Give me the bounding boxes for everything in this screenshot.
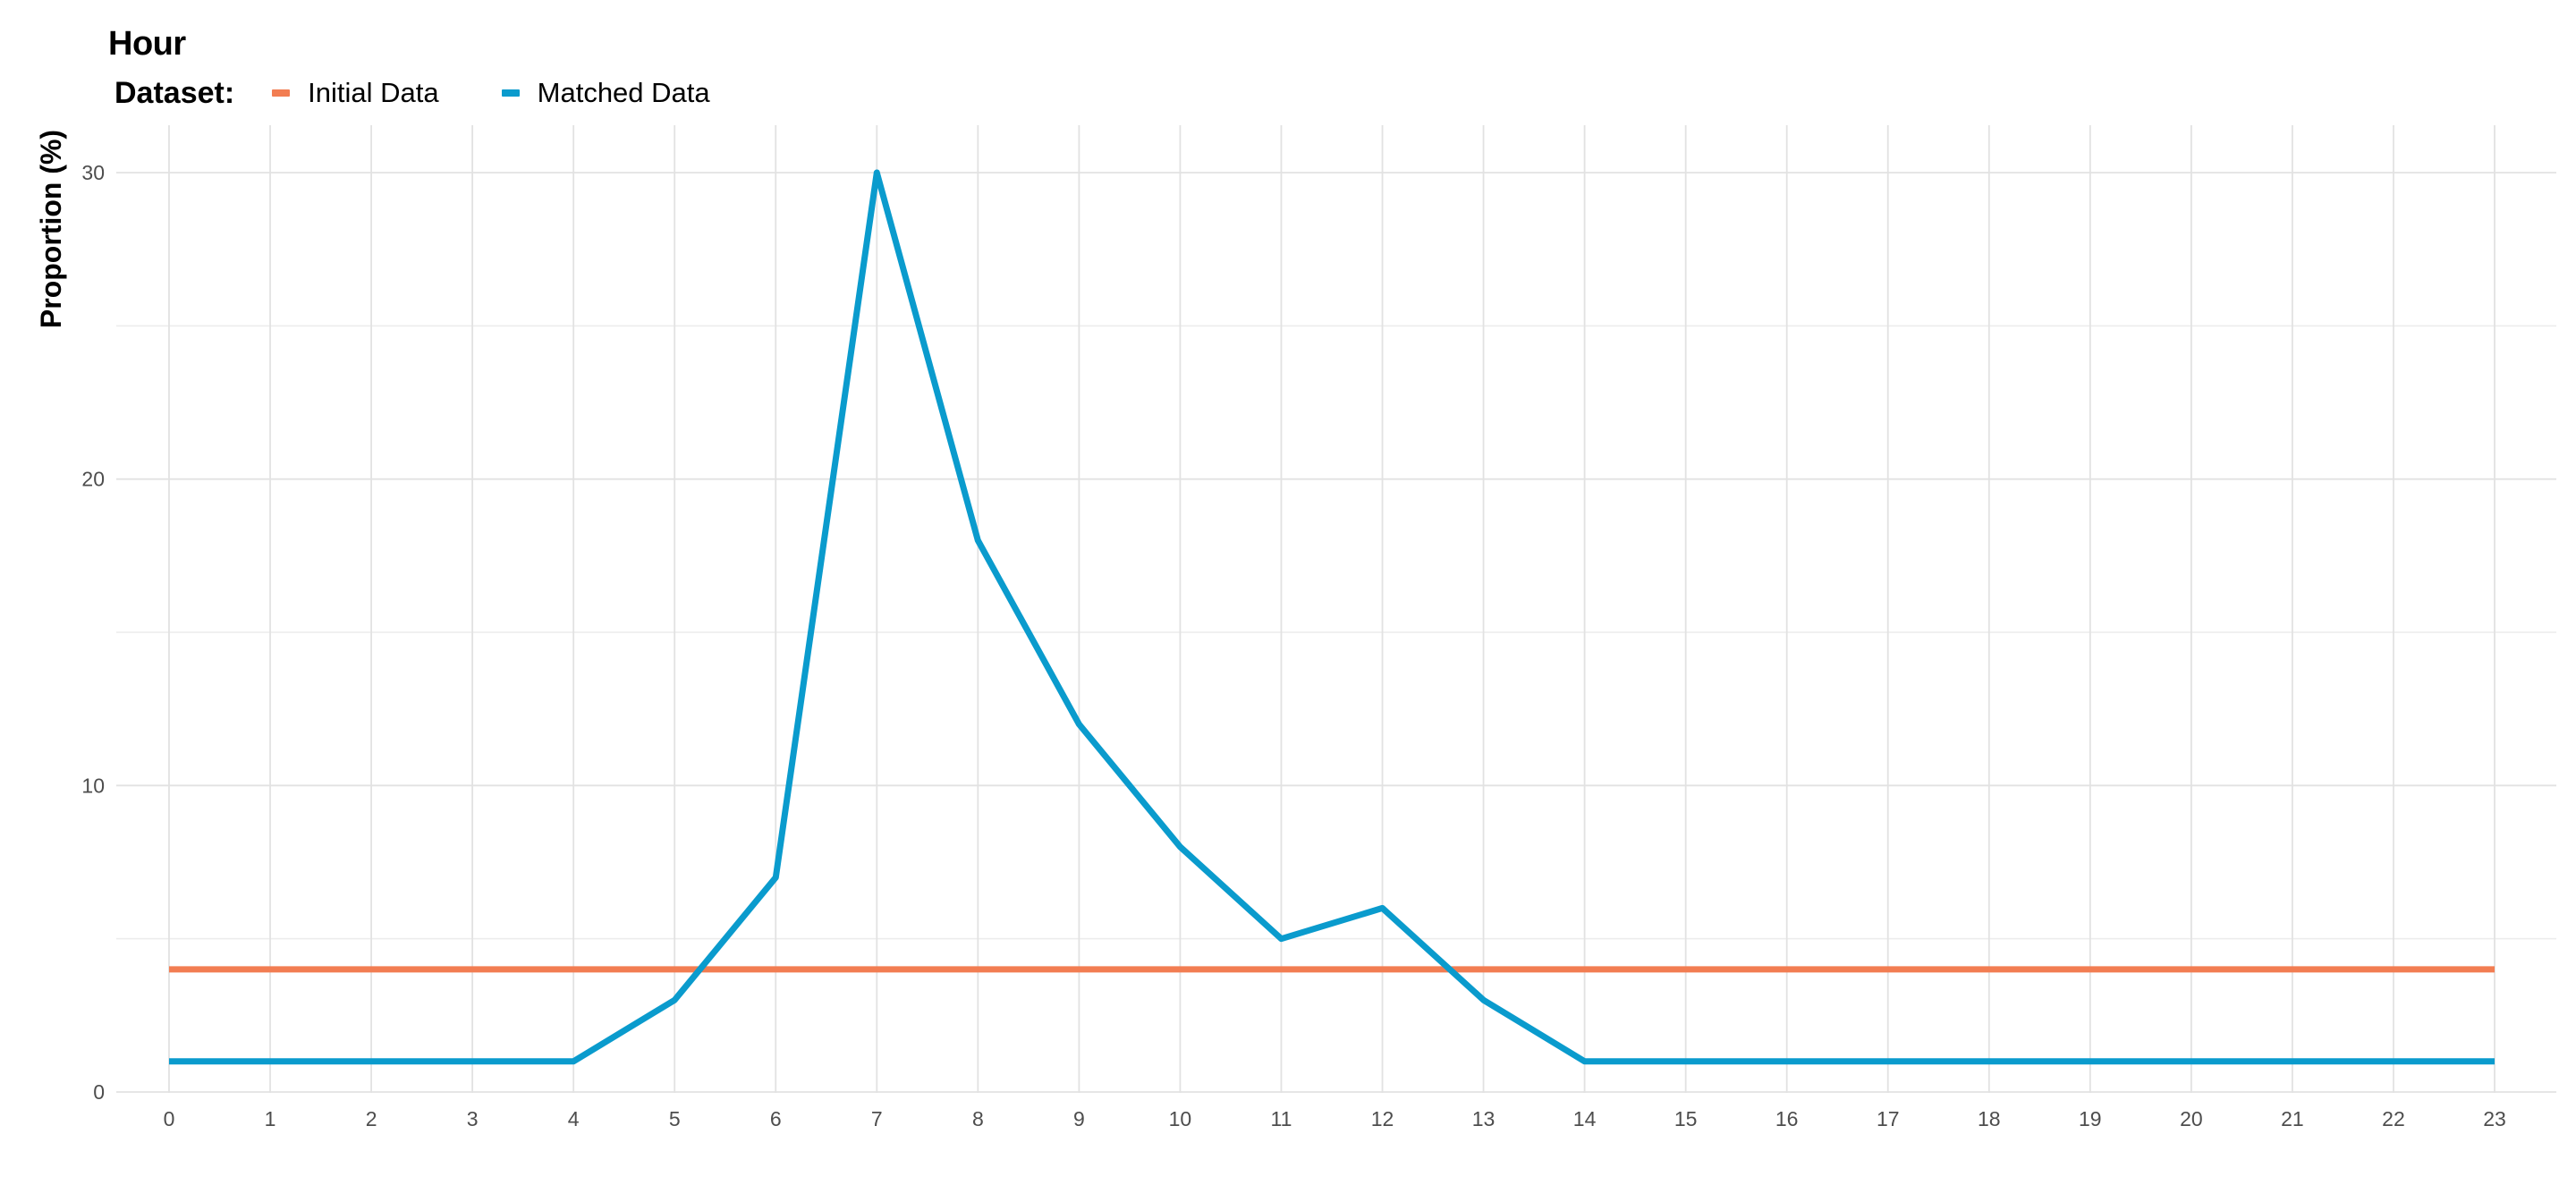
x-tick-label: 2 bbox=[366, 1107, 377, 1130]
x-tick-label: 12 bbox=[1371, 1107, 1394, 1130]
legend-key-initial-data bbox=[272, 89, 291, 97]
y-axis-ticks: 0 10 20 30 bbox=[81, 161, 105, 1104]
x-tick-label: 14 bbox=[1573, 1107, 1597, 1130]
y-tick-label: 10 bbox=[81, 774, 105, 797]
x-tick-label: 15 bbox=[1674, 1107, 1698, 1130]
series-line-matched-data bbox=[169, 169, 2495, 1065]
y-axis-title: Proportion (%) bbox=[35, 130, 67, 328]
x-axis-ticks: 0 1 2 3 4 5 6 7 8 9 10 11 12 13 14 15 16 17 18 19 20 21 22 23 bbox=[164, 1107, 2506, 1130]
x-tick-label: 21 bbox=[2281, 1107, 2304, 1130]
x-tick-label: 13 bbox=[1472, 1107, 1496, 1130]
legend-item-initial-data: Initial Data bbox=[272, 77, 439, 109]
x-tick-label: 7 bbox=[871, 1107, 883, 1130]
x-tick-label: 9 bbox=[1073, 1107, 1085, 1130]
series-lines bbox=[169, 169, 2495, 1065]
x-tick-label: 19 bbox=[2079, 1107, 2102, 1130]
x-tick-label: 6 bbox=[770, 1107, 782, 1130]
x-tick-label: 0 bbox=[164, 1107, 175, 1130]
x-tick-label: 5 bbox=[669, 1107, 681, 1130]
x-tick-label: 8 bbox=[972, 1107, 984, 1130]
x-tick-label: 10 bbox=[1169, 1107, 1192, 1130]
x-tick-label: 18 bbox=[1978, 1107, 2001, 1130]
y-tick-label: 30 bbox=[81, 161, 105, 184]
grid-major bbox=[116, 125, 2556, 1093]
x-tick-label: 22 bbox=[2382, 1107, 2405, 1130]
x-tick-label: 20 bbox=[2180, 1107, 2203, 1130]
x-tick-label: 3 bbox=[467, 1107, 479, 1130]
y-tick-label: 0 bbox=[93, 1080, 105, 1104]
grid-minor bbox=[116, 325, 2556, 940]
y-tick-label: 20 bbox=[81, 468, 105, 491]
legend: Dataset: Initial Data Matched Data bbox=[114, 73, 773, 113]
legend-item-matched-data: Matched Data bbox=[501, 77, 710, 109]
legend-label-matched-data: Matched Data bbox=[537, 77, 710, 108]
x-tick-label: 4 bbox=[568, 1107, 580, 1130]
chart-title: Hour bbox=[108, 25, 186, 63]
x-tick-label: 16 bbox=[1775, 1107, 1799, 1130]
legend-label-initial-data: Initial Data bbox=[308, 77, 439, 108]
x-tick-label: 17 bbox=[1877, 1107, 1900, 1130]
x-tick-label: 1 bbox=[265, 1107, 276, 1130]
legend-key-matched-data bbox=[501, 89, 520, 97]
x-tick-label: 11 bbox=[1271, 1107, 1292, 1130]
legend-title: Dataset: bbox=[114, 75, 235, 110]
x-tick-label: 23 bbox=[2483, 1107, 2506, 1130]
